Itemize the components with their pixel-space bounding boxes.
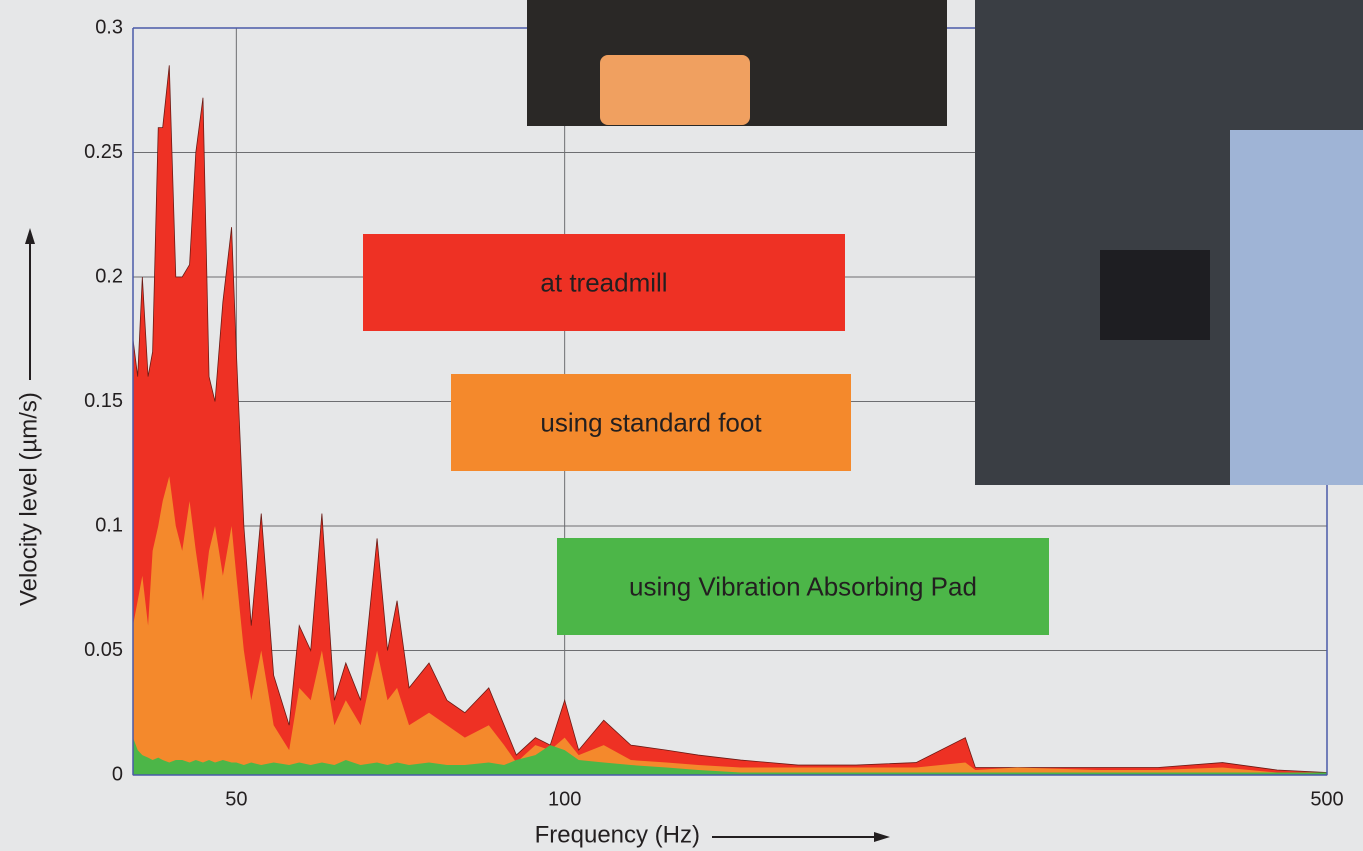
legend: at treadmill using standard foot using Vib…	[363, 234, 1049, 635]
x-tick-label: 500	[1310, 788, 1343, 810]
legend-label: using standard foot	[540, 407, 762, 437]
x-axis-label: Frequency (Hz)	[535, 821, 700, 848]
photo-pad-shape	[600, 55, 750, 125]
x-tick-label: 50	[225, 788, 247, 810]
x-axis-arrowhead	[874, 832, 890, 842]
legend-swatch	[557, 538, 1049, 635]
photo-person	[1230, 130, 1363, 485]
y-tick-label: 0.3	[95, 16, 123, 38]
y-tick-label: 0.25	[84, 141, 123, 163]
area	[133, 737, 1327, 775]
legend-label: at treadmill	[540, 267, 667, 297]
legend-swatch	[451, 374, 851, 471]
legend-swatch	[363, 234, 845, 331]
area	[133, 476, 1327, 775]
y-axis-arrowhead	[25, 228, 35, 244]
y-tick-label: 0.05	[84, 639, 123, 661]
y-tick-label: 0	[112, 763, 123, 785]
y-tick-label: 0.1	[95, 514, 123, 536]
y-axis-label: Velocity level (µm/s)	[15, 392, 42, 606]
x-tick-label: 100	[548, 788, 581, 810]
y-tick-label: 0.15	[84, 390, 123, 412]
y-tick-label: 0.2	[95, 265, 123, 287]
legend-label: using Vibration Absorbing Pad	[629, 571, 977, 601]
photo-laptop	[1100, 250, 1210, 340]
